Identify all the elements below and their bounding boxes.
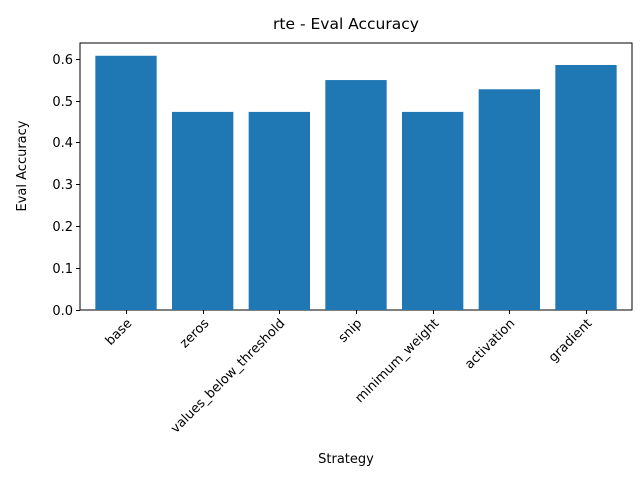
y-tick-label: 0.6: [52, 53, 73, 68]
bars: [95, 55, 617, 311]
y-tick-label: 0.3: [52, 178, 73, 193]
y-tick-label: 0.5: [52, 95, 73, 110]
bar-snip: [325, 80, 387, 310]
x-tick-label-minimum_weight: minimum_weight: [353, 316, 443, 406]
y-tick-label: 0.4: [52, 136, 73, 151]
bar-base: [95, 55, 157, 310]
y-tick-label: 0.0: [52, 304, 73, 319]
y-tick-label: 0.2: [52, 220, 73, 235]
bar-zeros: [172, 111, 234, 311]
y-axis: 0.0 0.1 0.2 0.3 0.4 0.5 0.6: [52, 53, 80, 319]
bar-minimum_weight: [402, 111, 464, 311]
chart-title: rte - Eval Accuracy: [273, 15, 419, 33]
x-tick-label-gradient: gradient: [546, 316, 595, 365]
bar-values_below_threshold: [248, 111, 310, 311]
bar-gradient: [555, 64, 617, 311]
x-axis-label: Strategy: [318, 452, 374, 467]
y-axis-label: Eval Accuracy: [15, 120, 30, 211]
x-tick-label-zeros: zeros: [177, 316, 212, 351]
x-tick-label-activation: activation: [462, 316, 518, 372]
x-tick-label-snip: snip: [336, 316, 366, 346]
x-tick-label-base: base: [103, 316, 136, 349]
bar-activation: [478, 89, 540, 310]
y-tick-label: 0.1: [52, 262, 73, 277]
